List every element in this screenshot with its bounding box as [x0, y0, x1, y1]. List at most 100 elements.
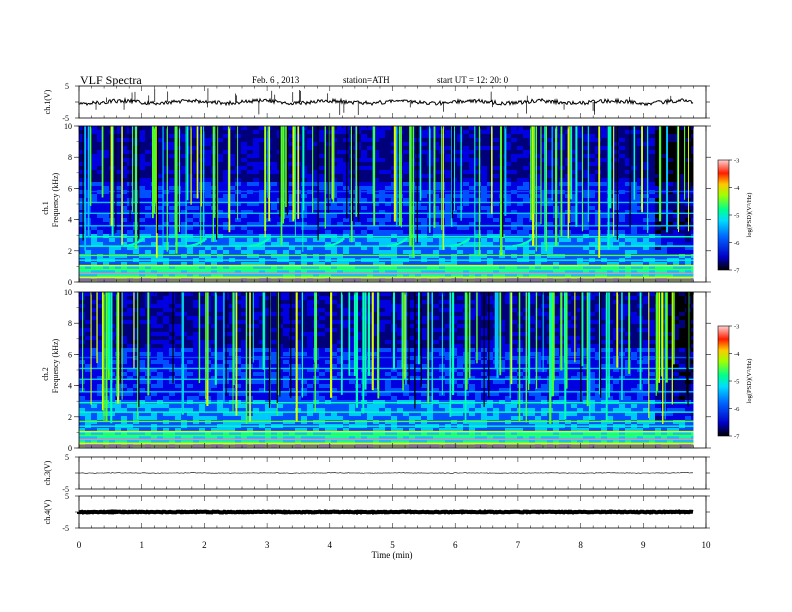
spectrogram-cell: [601, 238, 608, 243]
spectrogram-cell: [259, 222, 266, 227]
spectrogram-cell: [613, 158, 620, 163]
spectrogram-cell: [361, 182, 368, 187]
spectrogram-cell: [103, 126, 110, 131]
spectrogram-cell: [121, 274, 128, 279]
spectrogram-cell: [241, 300, 248, 305]
spectrogram-cell: [223, 190, 230, 195]
spectrogram-cell: [469, 222, 476, 227]
spectrogram-cell: [445, 246, 452, 251]
spectrogram-cell: [229, 242, 236, 247]
spectrogram-cell: [349, 262, 356, 267]
spectrogram-cell: [637, 238, 644, 243]
spectrogram-cell: [409, 206, 416, 211]
spectrogram-cell: [631, 300, 638, 305]
spectrogram-cell: [547, 198, 554, 203]
spectrogram-cell: [619, 162, 626, 167]
spectrogram-cell: [643, 138, 650, 143]
spectrogram-cell: [661, 304, 668, 309]
spectrogram-cell: [517, 174, 524, 179]
spectrogram-cell: [391, 270, 398, 275]
spectrogram-cell: [679, 312, 686, 317]
spectrogram-cell: [163, 312, 170, 317]
spectrogram-cell: [319, 242, 326, 247]
spectrogram-cell: [301, 296, 308, 301]
spectrogram-cell: [409, 162, 416, 167]
spectrogram-cell: [211, 274, 218, 279]
spectrogram-cell: [523, 226, 530, 231]
spectrogram-cell: [145, 214, 152, 219]
spectrogram-cell: [637, 130, 644, 135]
spectrogram-cell: [175, 274, 182, 279]
spectrogram-cell: [163, 210, 170, 215]
spectrogram-cell: [319, 238, 326, 243]
spectrogram-cell: [271, 190, 278, 195]
spectrogram-cell: [673, 194, 680, 199]
start-time-label: start UT = 12: 20: 0: [437, 75, 509, 85]
spectrogram-cell: [523, 178, 530, 183]
spectrogram-cell: [319, 312, 326, 317]
spectrogram-cell: [529, 304, 536, 309]
spectrogram-cell: [673, 254, 680, 259]
spectrogram-cell: [319, 218, 326, 223]
spectrogram-cell: [553, 262, 560, 267]
spectrogram-cell: [103, 130, 110, 135]
spectrogram-cell: [307, 292, 314, 297]
spectrogram-cell: [637, 162, 644, 167]
spectrogram-cell: [649, 300, 656, 305]
spectrogram-cell: [211, 242, 218, 247]
spectrogram-cell: [385, 266, 392, 271]
spectrogram-cell: [205, 130, 212, 135]
spectrogram-cell: [421, 182, 428, 187]
spectrogram-cell: [391, 262, 398, 267]
spectrogram-cell: [517, 186, 524, 191]
spectrogram-cell: [505, 226, 512, 231]
spectrogram-cell: [97, 134, 104, 139]
spectrogram-cell: [415, 206, 422, 211]
spectrogram-cell: [403, 250, 410, 255]
spectrogram-cell: [673, 312, 680, 317]
spectrogram-cell: [457, 154, 464, 159]
spectrogram-cell: [535, 162, 542, 167]
spectrogram-cell: [379, 154, 386, 159]
spectrogram-cell: [613, 214, 620, 219]
spectrogram-cell: [97, 158, 104, 163]
spectrogram-cell: [193, 198, 200, 203]
spectrogram-cell: [343, 300, 350, 305]
spectrogram-cell: [625, 150, 632, 155]
spectrogram-cell: [151, 230, 158, 235]
spectrogram-cell: [451, 242, 458, 247]
spectrogram-cell: [127, 254, 134, 259]
spectrogram-cell: [319, 262, 326, 267]
spectrogram-cell: [463, 178, 470, 183]
spectrogram-cell: [625, 206, 632, 211]
spectrogram-cell: [157, 190, 164, 195]
spectrogram-cell: [295, 292, 302, 297]
spectrogram-cell: [91, 226, 98, 231]
spectrogram-cell: [181, 312, 188, 317]
spectrogram-cell: [523, 214, 530, 219]
spectrogram-cell: [373, 246, 380, 251]
spectrogram-cell: [373, 274, 380, 279]
spectrogram-cell: [571, 308, 578, 313]
spectrogram-cell: [433, 150, 440, 155]
spectrogram-cell: [211, 218, 218, 223]
spectrogram-cell: [265, 300, 272, 305]
spectrogram-cell: [331, 202, 338, 207]
spectrogram-cell: [121, 308, 128, 313]
spectrogram-cell: [649, 150, 656, 155]
spectrogram-cell: [571, 266, 578, 271]
spectrogram-cell: [457, 190, 464, 195]
spectrogram-cell: [649, 316, 656, 321]
spectrogram-cell: [325, 308, 332, 313]
spectrogram-cell: [505, 138, 512, 143]
spectrogram-cell: [535, 210, 542, 215]
spectrogram-cell: [391, 250, 398, 255]
spectrogram-cell: [601, 146, 608, 151]
spectrogram-cell: [199, 134, 206, 139]
spectrogram-cell: [259, 262, 266, 267]
spectrogram-cell: [175, 210, 182, 215]
spectrogram-cell: [433, 186, 440, 191]
spectrogram-cell: [217, 158, 224, 163]
spectrogram-cell: [241, 254, 248, 259]
spectrogram-cell: [313, 186, 320, 191]
